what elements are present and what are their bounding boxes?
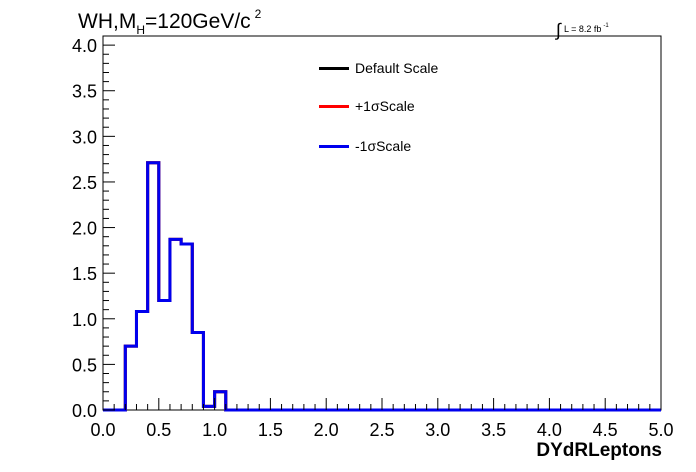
legend-entry-plus1sigma: +1σScale <box>319 98 415 114</box>
y-tick-label: 0.5 <box>72 355 97 375</box>
y-tick-label: 1.5 <box>72 264 97 284</box>
x-tick-label: 5.0 <box>648 420 673 440</box>
x-tick-label: 4.0 <box>537 420 562 440</box>
luminosity-superscript: -1 <box>603 23 609 29</box>
y-tick-label: 2.5 <box>72 173 97 193</box>
title-rest-text: =120GeV/c <box>145 10 251 33</box>
x-tick-label: 2.5 <box>369 420 394 440</box>
series-line-2 <box>103 161 661 412</box>
legend-entry-minus1sigma: -1σScale <box>319 138 411 154</box>
y-tick-label: 4.0 <box>72 36 97 56</box>
legend-swatch-default <box>319 66 349 70</box>
title-superscript: 2 <box>254 7 262 21</box>
legend-swatch-minus1sigma <box>319 144 349 148</box>
luminosity-text: L = 8.2 fb <box>563 24 602 34</box>
y-tick-label: 3.0 <box>72 127 97 147</box>
legend-entry-default: Default Scale <box>319 60 438 76</box>
series-line-1 <box>103 161 661 412</box>
y-tick-label: 0.0 <box>72 401 97 421</box>
x-tick-label: 0.5 <box>146 420 171 440</box>
title-main-text: WH,M <box>78 10 137 33</box>
ticks-layer: 0.0 0.5 1.0 1.5 2.0 2.5 3.0 3.5 4.0 4.5 5.0 0.0 0.5 1… <box>72 35 674 440</box>
y-tick-label: 1.0 <box>72 310 97 330</box>
x-axis-title: DYdRLeptons <box>536 440 662 461</box>
legend-swatch-plus1sigma <box>319 104 349 108</box>
title-subscript: H <box>136 23 145 37</box>
y-tick-label: 3.5 <box>72 82 97 102</box>
series-line-0 <box>103 161 661 412</box>
legend-label-minus1sigma: -1σScale <box>355 138 412 154</box>
legend-label-plus1sigma: +1σScale <box>355 98 415 114</box>
x-tick-label: 3.5 <box>481 420 506 440</box>
plot-title: WH,MH=120GeV/c 2 <box>78 7 262 37</box>
x-tick-label: 1.5 <box>258 420 283 440</box>
integral-symbol: ∫ <box>556 20 561 40</box>
x-tick-label: 0.0 <box>90 420 115 440</box>
x-tick-label: 1.0 <box>202 420 227 440</box>
legend-label-default: Default Scale <box>355 60 439 76</box>
x-tick-label: 4.5 <box>593 420 618 440</box>
y-tick-label: 2.0 <box>72 219 97 239</box>
x-tick-label: 2.0 <box>314 420 339 440</box>
luminosity-label: ∫ L = 8.2 fb -1 <box>556 16 609 40</box>
series-layer <box>103 161 661 412</box>
plot-frame <box>102 35 662 411</box>
x-tick-label: 3.0 <box>425 420 450 440</box>
